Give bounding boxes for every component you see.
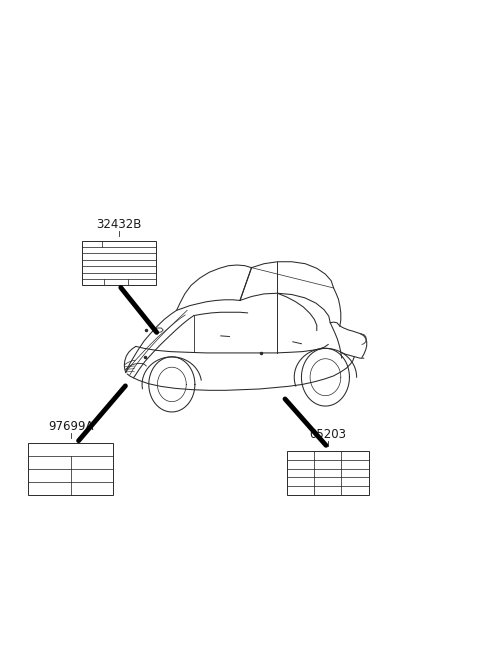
FancyArrowPatch shape xyxy=(79,386,125,441)
Bar xyxy=(82,241,156,285)
Bar xyxy=(287,451,369,495)
FancyArrowPatch shape xyxy=(285,399,326,445)
Text: 05203: 05203 xyxy=(309,428,347,441)
FancyArrowPatch shape xyxy=(121,287,156,333)
Text: 97699A: 97699A xyxy=(48,420,93,433)
Text: 32432B: 32432B xyxy=(96,218,142,231)
Bar xyxy=(28,443,113,495)
